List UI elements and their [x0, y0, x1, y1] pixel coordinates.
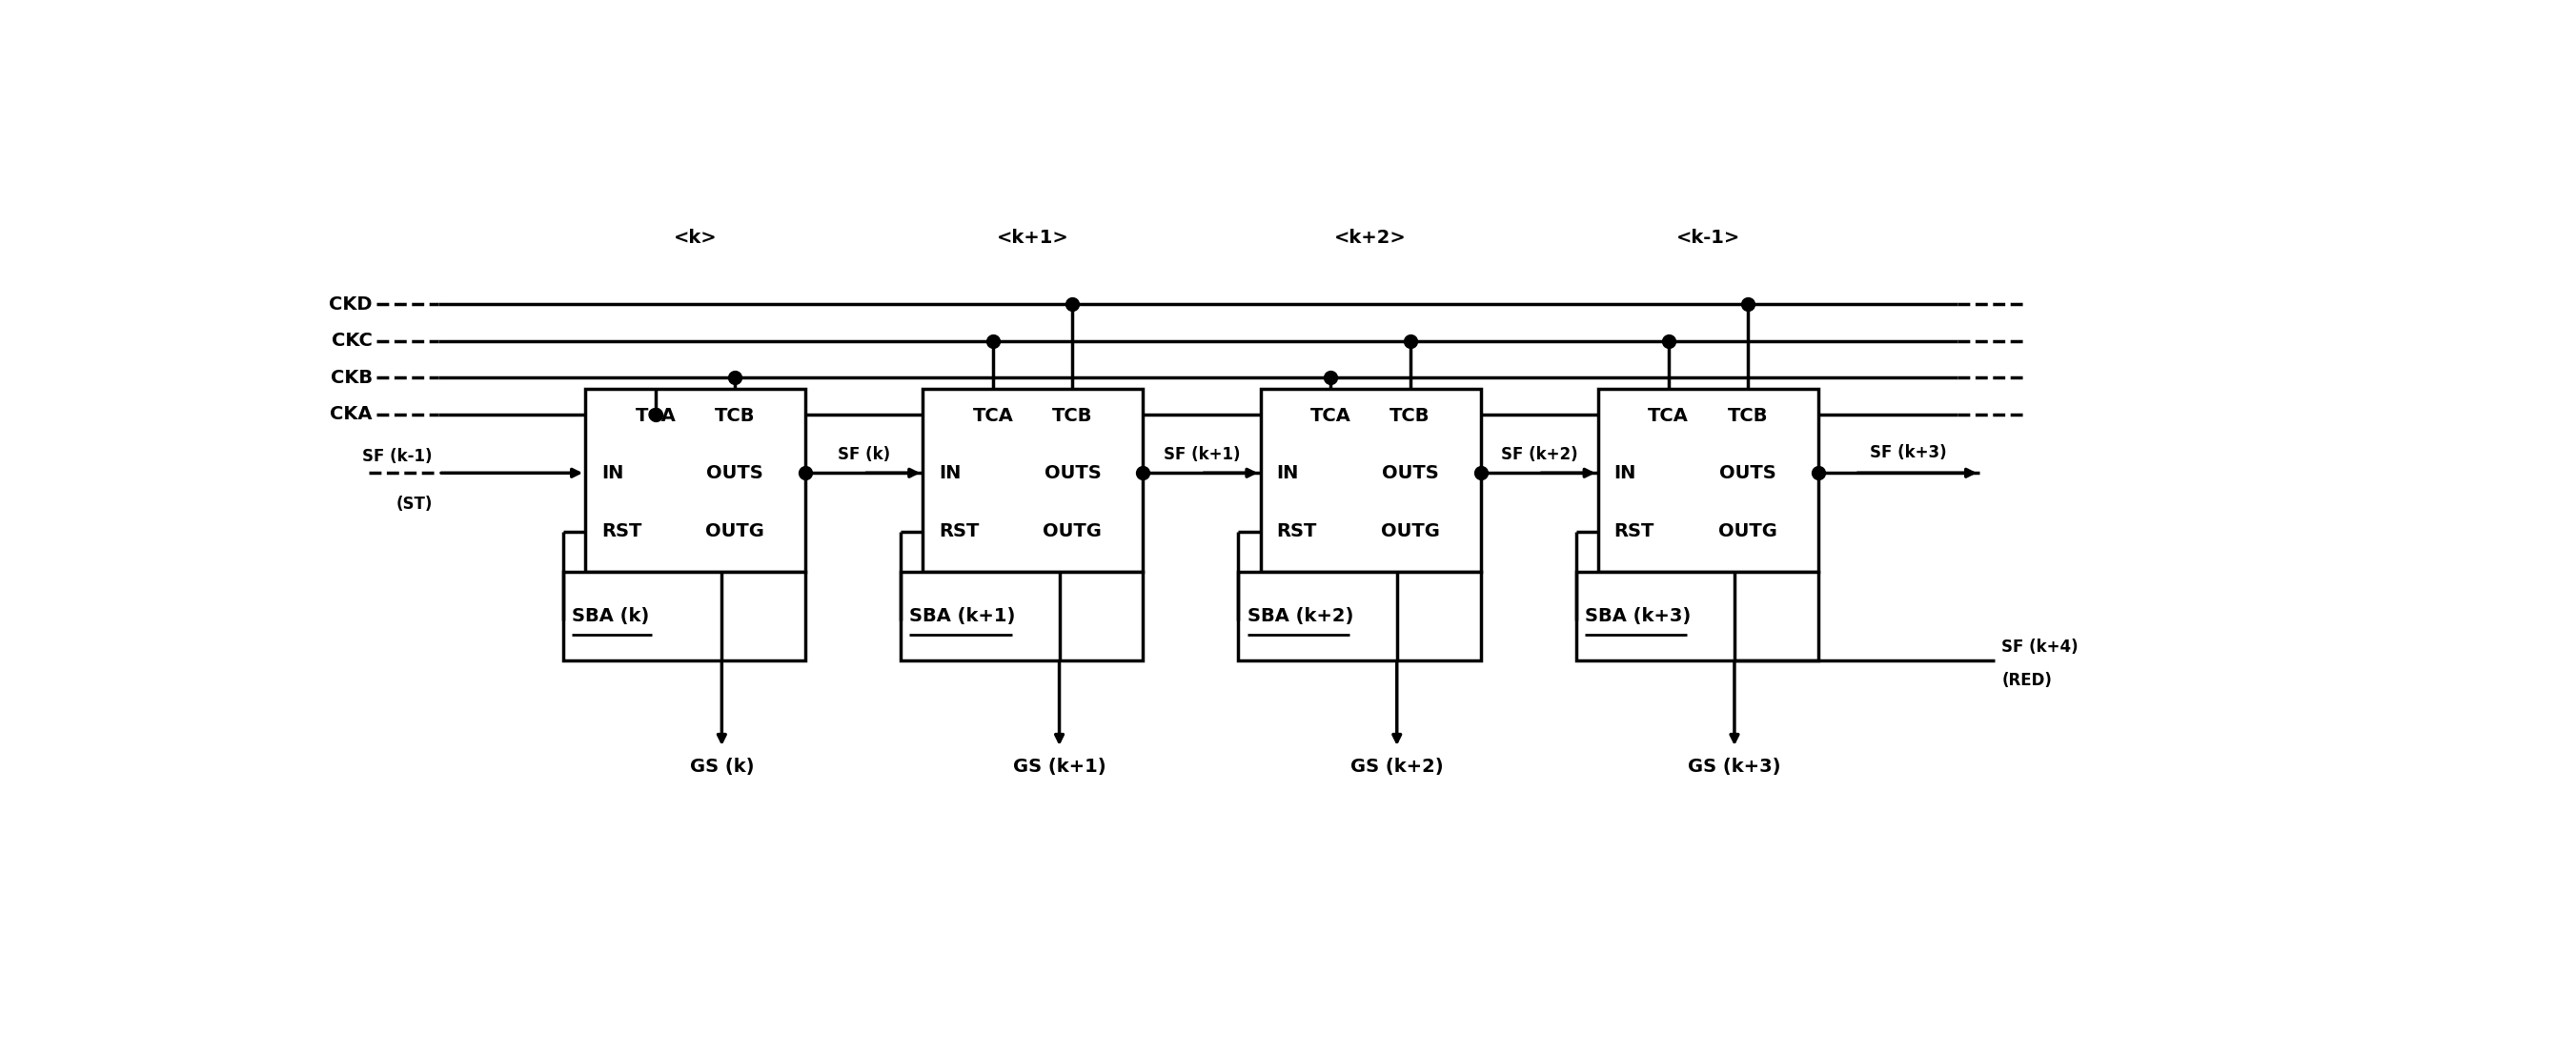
Text: SF (k+3): SF (k+3) — [1870, 444, 1947, 461]
Text: OUTG: OUTG — [1718, 522, 1777, 541]
Text: GS (k): GS (k) — [690, 757, 755, 775]
Point — [1726, 295, 1767, 312]
Bar — [1597, 388, 1819, 572]
Text: <k+2>: <k+2> — [1334, 229, 1406, 247]
Point — [1123, 464, 1164, 481]
Text: TCA: TCA — [974, 407, 1015, 425]
Text: SF (k-1): SF (k-1) — [363, 448, 433, 465]
Text: OUTS: OUTS — [706, 464, 762, 482]
Text: CKB: CKB — [330, 368, 374, 386]
Text: CKD: CKD — [330, 295, 374, 313]
Text: OUTG: OUTG — [1381, 522, 1440, 541]
Text: OUTS: OUTS — [1043, 464, 1100, 482]
Point — [1798, 464, 1839, 481]
Text: TCB: TCB — [1728, 407, 1767, 425]
Text: OUTG: OUTG — [1043, 522, 1103, 541]
Bar — [1260, 388, 1481, 572]
Text: TCA: TCA — [1311, 407, 1352, 425]
Bar — [1577, 572, 1819, 660]
Bar — [585, 388, 806, 572]
Text: TCB: TCB — [714, 407, 755, 425]
Text: TCA: TCA — [1649, 407, 1690, 425]
Point — [786, 464, 827, 481]
Text: TCB: TCB — [1051, 407, 1092, 425]
Text: RST: RST — [940, 522, 979, 541]
Text: IN: IN — [1615, 464, 1636, 482]
Text: SF (k+1): SF (k+1) — [1164, 446, 1239, 463]
Text: RST: RST — [1278, 522, 1316, 541]
Text: TCA: TCA — [636, 407, 675, 425]
Text: IN: IN — [600, 464, 623, 482]
Point — [1649, 332, 1690, 349]
Text: SBA (k+2): SBA (k+2) — [1247, 607, 1352, 626]
Text: TCB: TCB — [1391, 407, 1430, 425]
Point — [1461, 464, 1502, 481]
Text: SBA (k+1): SBA (k+1) — [909, 607, 1015, 626]
Text: CKC: CKC — [332, 332, 374, 350]
Text: (RED): (RED) — [2002, 672, 2053, 689]
Point — [636, 406, 677, 423]
Text: OUTG: OUTG — [706, 522, 765, 541]
Text: SBA (k+3): SBA (k+3) — [1584, 607, 1690, 626]
Point — [1311, 369, 1352, 386]
Text: IN: IN — [940, 464, 961, 482]
Text: CKA: CKA — [330, 405, 374, 423]
Text: SF (k+2): SF (k+2) — [1502, 446, 1577, 463]
Bar — [1239, 572, 1481, 660]
Text: (ST): (ST) — [397, 495, 433, 513]
Text: RST: RST — [1615, 522, 1654, 541]
Text: <k>: <k> — [672, 229, 716, 247]
Text: SF (k+4): SF (k+4) — [2002, 638, 2079, 655]
Point — [1051, 295, 1092, 312]
Point — [1388, 332, 1430, 349]
Text: <k-1>: <k-1> — [1677, 229, 1739, 247]
Text: IN: IN — [1278, 464, 1298, 482]
Text: GS (k+1): GS (k+1) — [1012, 757, 1105, 775]
Bar — [902, 572, 1144, 660]
Text: OUTS: OUTS — [1381, 464, 1437, 482]
Text: OUTS: OUTS — [1718, 464, 1775, 482]
Text: RST: RST — [600, 522, 641, 541]
Text: <k+1>: <k+1> — [997, 229, 1069, 247]
Text: GS (k+3): GS (k+3) — [1687, 757, 1780, 775]
Point — [974, 332, 1015, 349]
Text: SF (k): SF (k) — [837, 446, 891, 463]
Bar — [564, 572, 806, 660]
Bar — [922, 388, 1144, 572]
Text: SBA (k): SBA (k) — [572, 607, 649, 626]
Point — [714, 369, 755, 386]
Text: GS (k+2): GS (k+2) — [1350, 757, 1443, 775]
